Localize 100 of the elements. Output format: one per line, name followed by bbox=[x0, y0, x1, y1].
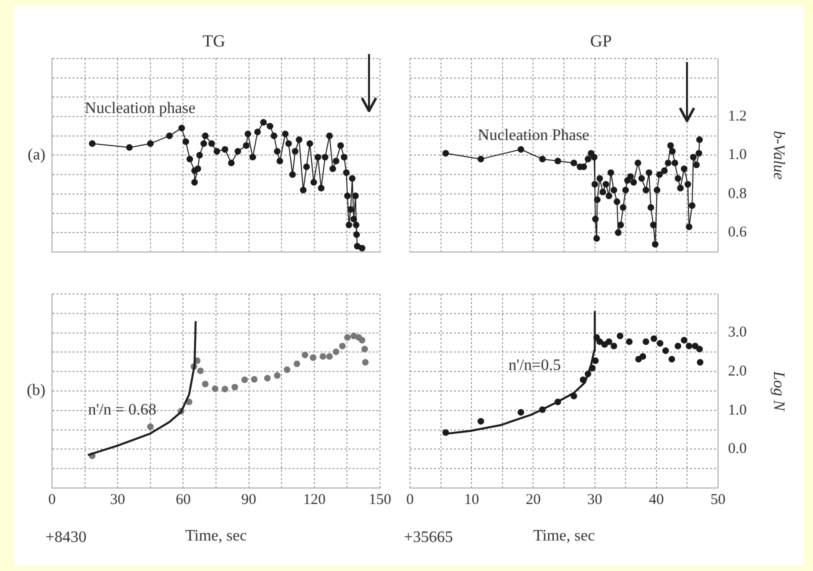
point bbox=[212, 385, 218, 392]
annotation: n'/n = 0.68 bbox=[88, 402, 156, 419]
point bbox=[688, 202, 696, 209]
point bbox=[614, 229, 622, 236]
point bbox=[620, 204, 626, 211]
point bbox=[222, 146, 228, 153]
point bbox=[627, 173, 634, 180]
point bbox=[241, 376, 248, 384]
point bbox=[88, 140, 96, 147]
point bbox=[680, 336, 688, 344]
point bbox=[626, 338, 633, 346]
point bbox=[292, 148, 298, 155]
point bbox=[197, 368, 204, 374]
point bbox=[677, 184, 684, 192]
point bbox=[282, 130, 289, 138]
text: (b) bbox=[26, 382, 46, 400]
point bbox=[602, 180, 610, 188]
point bbox=[244, 130, 252, 138]
point bbox=[147, 423, 154, 430]
point bbox=[648, 204, 654, 211]
point bbox=[696, 150, 702, 157]
point bbox=[214, 148, 220, 155]
point bbox=[310, 179, 318, 186]
point bbox=[166, 132, 173, 140]
point bbox=[147, 140, 154, 147]
point bbox=[178, 124, 185, 132]
point bbox=[594, 196, 601, 204]
point bbox=[274, 148, 281, 155]
point bbox=[354, 242, 361, 250]
x-tick-label: 90 bbox=[241, 492, 256, 508]
point bbox=[596, 338, 604, 346]
point bbox=[661, 167, 668, 174]
point bbox=[274, 372, 281, 379]
point bbox=[352, 222, 360, 228]
x-tick-label: 50 bbox=[710, 492, 726, 508]
point bbox=[249, 154, 256, 160]
x-tick-label: 60 bbox=[176, 492, 191, 508]
point bbox=[332, 348, 340, 356]
point bbox=[196, 152, 203, 158]
point bbox=[652, 240, 658, 248]
point bbox=[554, 158, 562, 164]
point bbox=[310, 354, 316, 361]
point bbox=[202, 132, 209, 140]
point bbox=[690, 154, 697, 160]
point bbox=[358, 336, 366, 344]
point bbox=[285, 140, 292, 147]
point bbox=[242, 142, 250, 149]
point bbox=[606, 338, 612, 346]
x-tick-label: 10 bbox=[464, 492, 480, 508]
point bbox=[343, 169, 350, 176]
x-tick-label: 120 bbox=[303, 492, 326, 508]
point bbox=[302, 352, 308, 358]
point bbox=[191, 179, 198, 186]
point bbox=[294, 360, 300, 368]
point bbox=[622, 186, 629, 194]
point bbox=[617, 222, 624, 228]
y-tick-label: 2.0 bbox=[728, 364, 747, 380]
x-axis-title: Time, sec bbox=[185, 528, 247, 545]
y-tick-label: 0.6 bbox=[728, 224, 748, 241]
text: +8430 bbox=[45, 529, 86, 546]
point bbox=[518, 409, 524, 416]
point bbox=[303, 164, 310, 170]
point bbox=[674, 342, 682, 350]
point bbox=[696, 358, 704, 366]
point bbox=[306, 140, 314, 147]
y-tick-label: 1.0 bbox=[728, 402, 747, 418]
point bbox=[222, 386, 228, 392]
point bbox=[674, 175, 682, 182]
y-tick-label: 1.2 bbox=[728, 108, 747, 124]
point bbox=[592, 357, 599, 364]
y-tick-label: 0.0 bbox=[728, 441, 747, 458]
point bbox=[662, 347, 669, 354]
x-axis-title: Time, sec bbox=[533, 528, 595, 545]
point bbox=[654, 186, 660, 194]
point bbox=[650, 335, 658, 342]
chart-title: GP bbox=[590, 32, 612, 51]
point bbox=[344, 334, 351, 341]
point bbox=[672, 160, 678, 166]
x-tick-label: 30 bbox=[110, 492, 126, 508]
point bbox=[284, 366, 290, 373]
point bbox=[254, 128, 261, 136]
point bbox=[650, 222, 657, 228]
point bbox=[329, 165, 336, 172]
point bbox=[596, 175, 604, 182]
point bbox=[656, 171, 663, 178]
point bbox=[353, 231, 360, 238]
point bbox=[590, 154, 598, 160]
x-tick-label: 40 bbox=[648, 492, 664, 508]
annotation: Nucleation phase bbox=[84, 100, 196, 117]
point bbox=[300, 186, 307, 194]
point bbox=[584, 156, 592, 162]
point bbox=[339, 342, 346, 350]
point bbox=[642, 338, 650, 346]
point bbox=[608, 169, 614, 176]
point bbox=[232, 384, 238, 390]
point bbox=[606, 192, 612, 200]
point bbox=[667, 142, 674, 149]
point bbox=[478, 418, 484, 425]
point bbox=[692, 342, 699, 350]
point bbox=[320, 353, 326, 360]
